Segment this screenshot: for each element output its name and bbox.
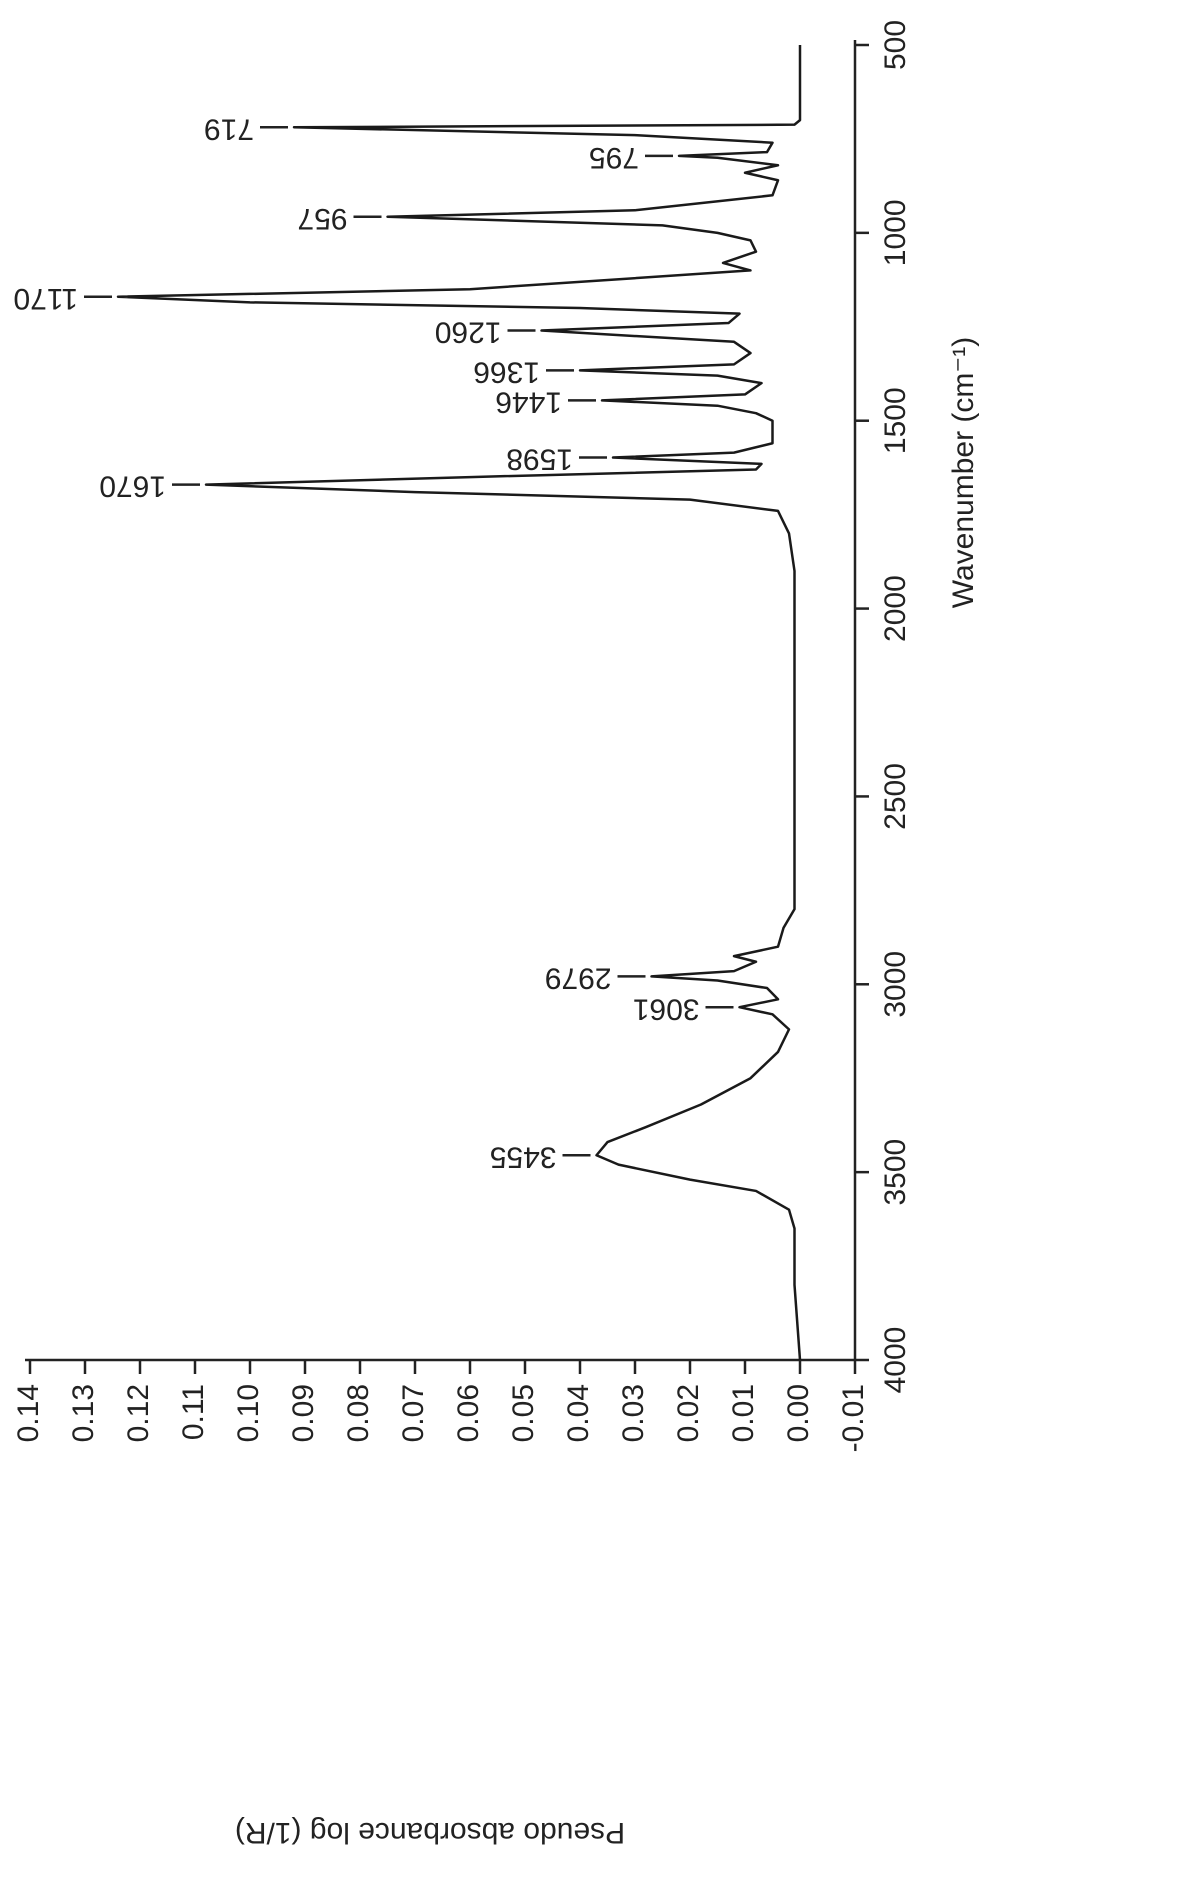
y-tick-label: 0.07 xyxy=(397,1384,430,1442)
x-tick-label: 1500 xyxy=(879,387,912,454)
peak-label: 1170 xyxy=(13,282,78,315)
x-tick-label: 3000 xyxy=(879,951,912,1018)
peak-label: 2979 xyxy=(545,961,612,994)
x-axis-label: Wavenumber (cm⁻¹) xyxy=(947,337,980,608)
peak-label: 795 xyxy=(589,141,639,174)
y-tick-label: -0.01 xyxy=(837,1384,870,1452)
y-tick-label: 0.08 xyxy=(342,1384,375,1442)
y-axis-label: Pseudo absorbance log (1/R) xyxy=(235,1816,625,1849)
y-tick-label: 0.09 xyxy=(287,1384,320,1442)
y-tick-label: 0.05 xyxy=(507,1384,540,1442)
x-tick-label: 2000 xyxy=(879,575,912,642)
x-tick-label: 2500 xyxy=(879,763,912,830)
peak-label: 719 xyxy=(204,112,254,145)
y-tick-label: 0.12 xyxy=(122,1384,155,1442)
peak-label: 957 xyxy=(297,202,347,235)
peak-label: 1446 xyxy=(495,386,562,419)
y-tick-label: 0.04 xyxy=(562,1384,595,1442)
y-tick-label: 0.02 xyxy=(672,1384,705,1442)
x-tick-label: 3500 xyxy=(879,1139,912,1206)
peak-label: 1260 xyxy=(435,316,502,349)
peak-label: 3455 xyxy=(490,1140,557,1173)
peak-label: 1598 xyxy=(506,443,573,476)
y-tick-label: 0.01 xyxy=(727,1384,760,1442)
y-tick-label: 0.11 xyxy=(177,1384,210,1440)
y-tick-label: 0.13 xyxy=(67,1384,100,1442)
y-tick-label: 0.10 xyxy=(232,1384,265,1442)
x-tick-label: 4000 xyxy=(879,1327,912,1394)
spectrum-line xyxy=(116,45,802,1361)
y-tick-label: 0.03 xyxy=(617,1384,650,1442)
x-tick-label: 1000 xyxy=(879,199,912,266)
y-tick-label: 0.06 xyxy=(452,1384,485,1442)
peak-label: 3061 xyxy=(633,992,700,1025)
peak-label: 1366 xyxy=(473,355,540,388)
plot-frame: -0.01 0.00 0.01 0.02 0.03 0.04 0.05 0.06 0.07 0.0… xyxy=(12,20,980,1849)
y-tick-label: 0.14 xyxy=(12,1384,45,1442)
y-tick-label: 0.00 xyxy=(782,1384,815,1442)
x-tick-label: 500 xyxy=(879,20,912,70)
peak-label: 1670 xyxy=(99,470,166,503)
